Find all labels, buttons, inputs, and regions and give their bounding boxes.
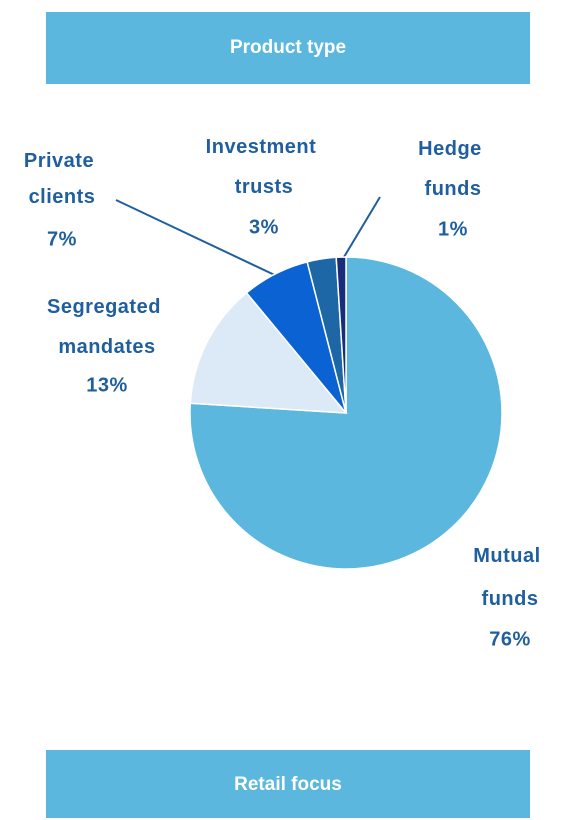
- value-label: 1%: [438, 218, 468, 240]
- footer-title: Retail focus: [234, 774, 342, 795]
- value-label: 76%: [489, 628, 531, 650]
- slice-label: Mutual funds: [473, 545, 547, 610]
- slice-label: Segregated mandates: [47, 296, 167, 358]
- leader-line: [340, 196, 381, 263]
- label-line: mandates: [58, 336, 155, 358]
- slice-label: Hedge funds: [418, 138, 488, 200]
- label-line: funds: [425, 178, 482, 200]
- pie-slice: [189, 291, 348, 414]
- value-label: 3%: [249, 216, 279, 238]
- label-line: Private: [24, 150, 100, 172]
- label-line: Segregated: [47, 296, 167, 318]
- header-title: Product type: [230, 37, 346, 58]
- pie-slice: [335, 256, 347, 414]
- slice-label: Investment trusts: [206, 136, 323, 198]
- value-label: 7%: [47, 228, 77, 250]
- label-line: Mutual: [473, 545, 547, 567]
- slice-label: Private clients: [24, 150, 100, 208]
- leader-line: [115, 199, 282, 279]
- label-line: funds: [482, 588, 539, 610]
- header-box: [46, 12, 530, 84]
- label-line: Investment: [206, 136, 323, 158]
- value-label: 13%: [86, 374, 128, 396]
- pie-slice: [189, 256, 503, 570]
- label-line: clients: [29, 186, 96, 208]
- footer-box: [46, 750, 530, 818]
- label-line: trusts: [235, 176, 294, 198]
- label-line: Hedge: [418, 138, 488, 160]
